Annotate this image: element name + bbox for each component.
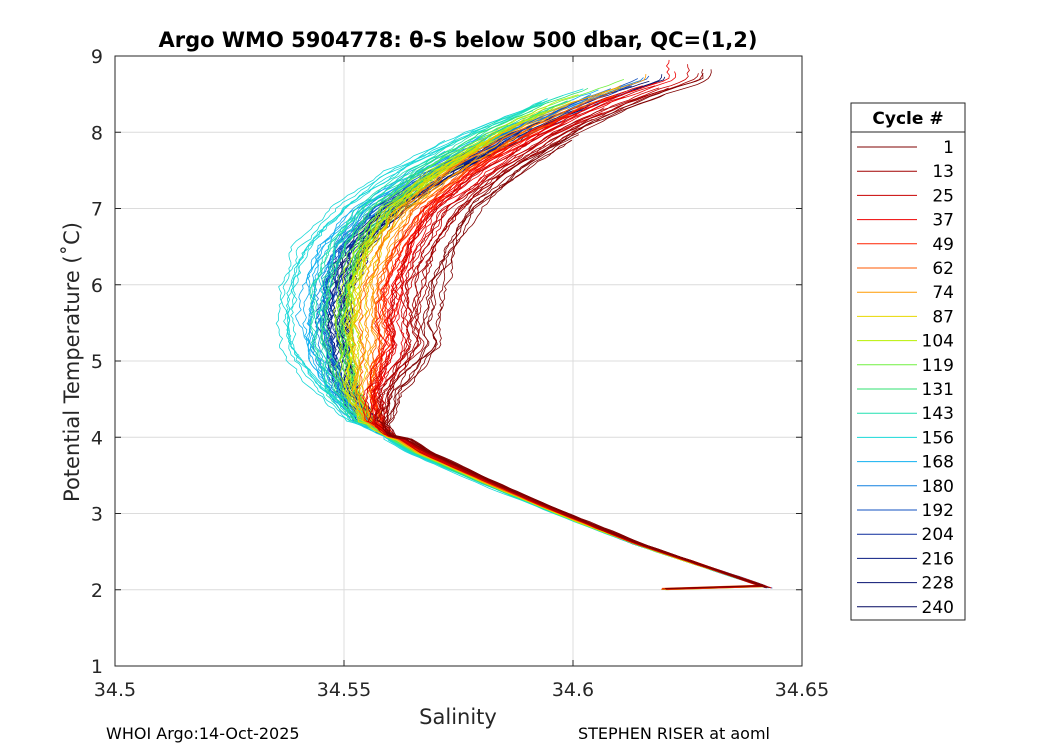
legend-label-131: 131 (922, 380, 954, 400)
legend-label-168: 168 (922, 453, 954, 473)
y-tick-label: 9 (91, 46, 103, 68)
y-tick-label: 3 (91, 504, 103, 526)
x-tick-label: 34.5 (94, 679, 136, 701)
profile-cycle-13 (374, 87, 761, 586)
footer-credit: STEPHEN RISER at aoml (578, 724, 770, 743)
legend-label-240: 240 (922, 598, 954, 618)
y-tick-label: 4 (91, 427, 103, 449)
profile-cycle-1 (386, 140, 765, 590)
legend-label-62: 62 (932, 259, 954, 279)
legend-label-156: 156 (922, 428, 954, 448)
profile-lines (275, 59, 773, 591)
y-tick-label: 2 (91, 580, 103, 602)
legend-label-180: 180 (922, 477, 954, 497)
legend-label-49: 49 (932, 235, 954, 255)
profile-cycle-1 (383, 134, 755, 584)
x-tick-label: 34.6 (552, 679, 594, 701)
legend-label-119: 119 (922, 356, 954, 376)
profile-cycle-87 (344, 107, 763, 590)
y-tick-label: 1 (91, 656, 103, 678)
legend-items: 1 13 25 37 49 62 74 87 104 119 131 143 156 168 180 192 2… (857, 138, 954, 618)
legend-label-204: 204 (922, 525, 954, 545)
y-tick-label: 7 (91, 199, 103, 221)
legend-label-13: 13 (932, 162, 954, 182)
legend-label-1: 1 (943, 138, 954, 158)
legend-label-104: 104 (922, 332, 954, 352)
footer-date: WHOI Argo:14-Oct-2025 (106, 724, 300, 743)
chart-title: Argo WMO 5904778: θ-S below 500 dbar, QC… (159, 28, 758, 52)
legend-label-143: 143 (922, 404, 954, 424)
y-tick-label: 6 (91, 275, 103, 297)
legend-label-228: 228 (922, 574, 954, 594)
legend-label-37: 37 (932, 211, 954, 231)
y-tick-label: 5 (91, 351, 103, 373)
legend-label-87: 87 (932, 307, 954, 327)
y-axis-label: Potential Temperature (˚C) (60, 222, 84, 502)
legend-label-74: 74 (932, 283, 954, 303)
legend-label-25: 25 (932, 186, 954, 206)
legend-title: Cycle # (872, 109, 943, 129)
x-axis-label: Salinity (419, 705, 497, 729)
y-tick-label: 8 (91, 122, 103, 144)
legend-label-192: 192 (922, 501, 954, 521)
axis-ticks: 34.5 34.55 34.6 34.65 1 2 3 4 5 6 7 8 9 (91, 46, 829, 701)
x-tick-label: 34.55 (317, 679, 371, 701)
legend: Cycle # 1 13 25 37 49 62 74 87 104 119 131 143 156 16… (850, 102, 966, 621)
profile-cycle-37 (362, 85, 760, 590)
legend-label-216: 216 (922, 549, 954, 569)
profile-cycle-13 (374, 90, 766, 588)
x-tick-label: 34.65 (775, 679, 829, 701)
profile-cycle-156 (275, 140, 751, 584)
profile-cycle-1 (376, 68, 768, 588)
